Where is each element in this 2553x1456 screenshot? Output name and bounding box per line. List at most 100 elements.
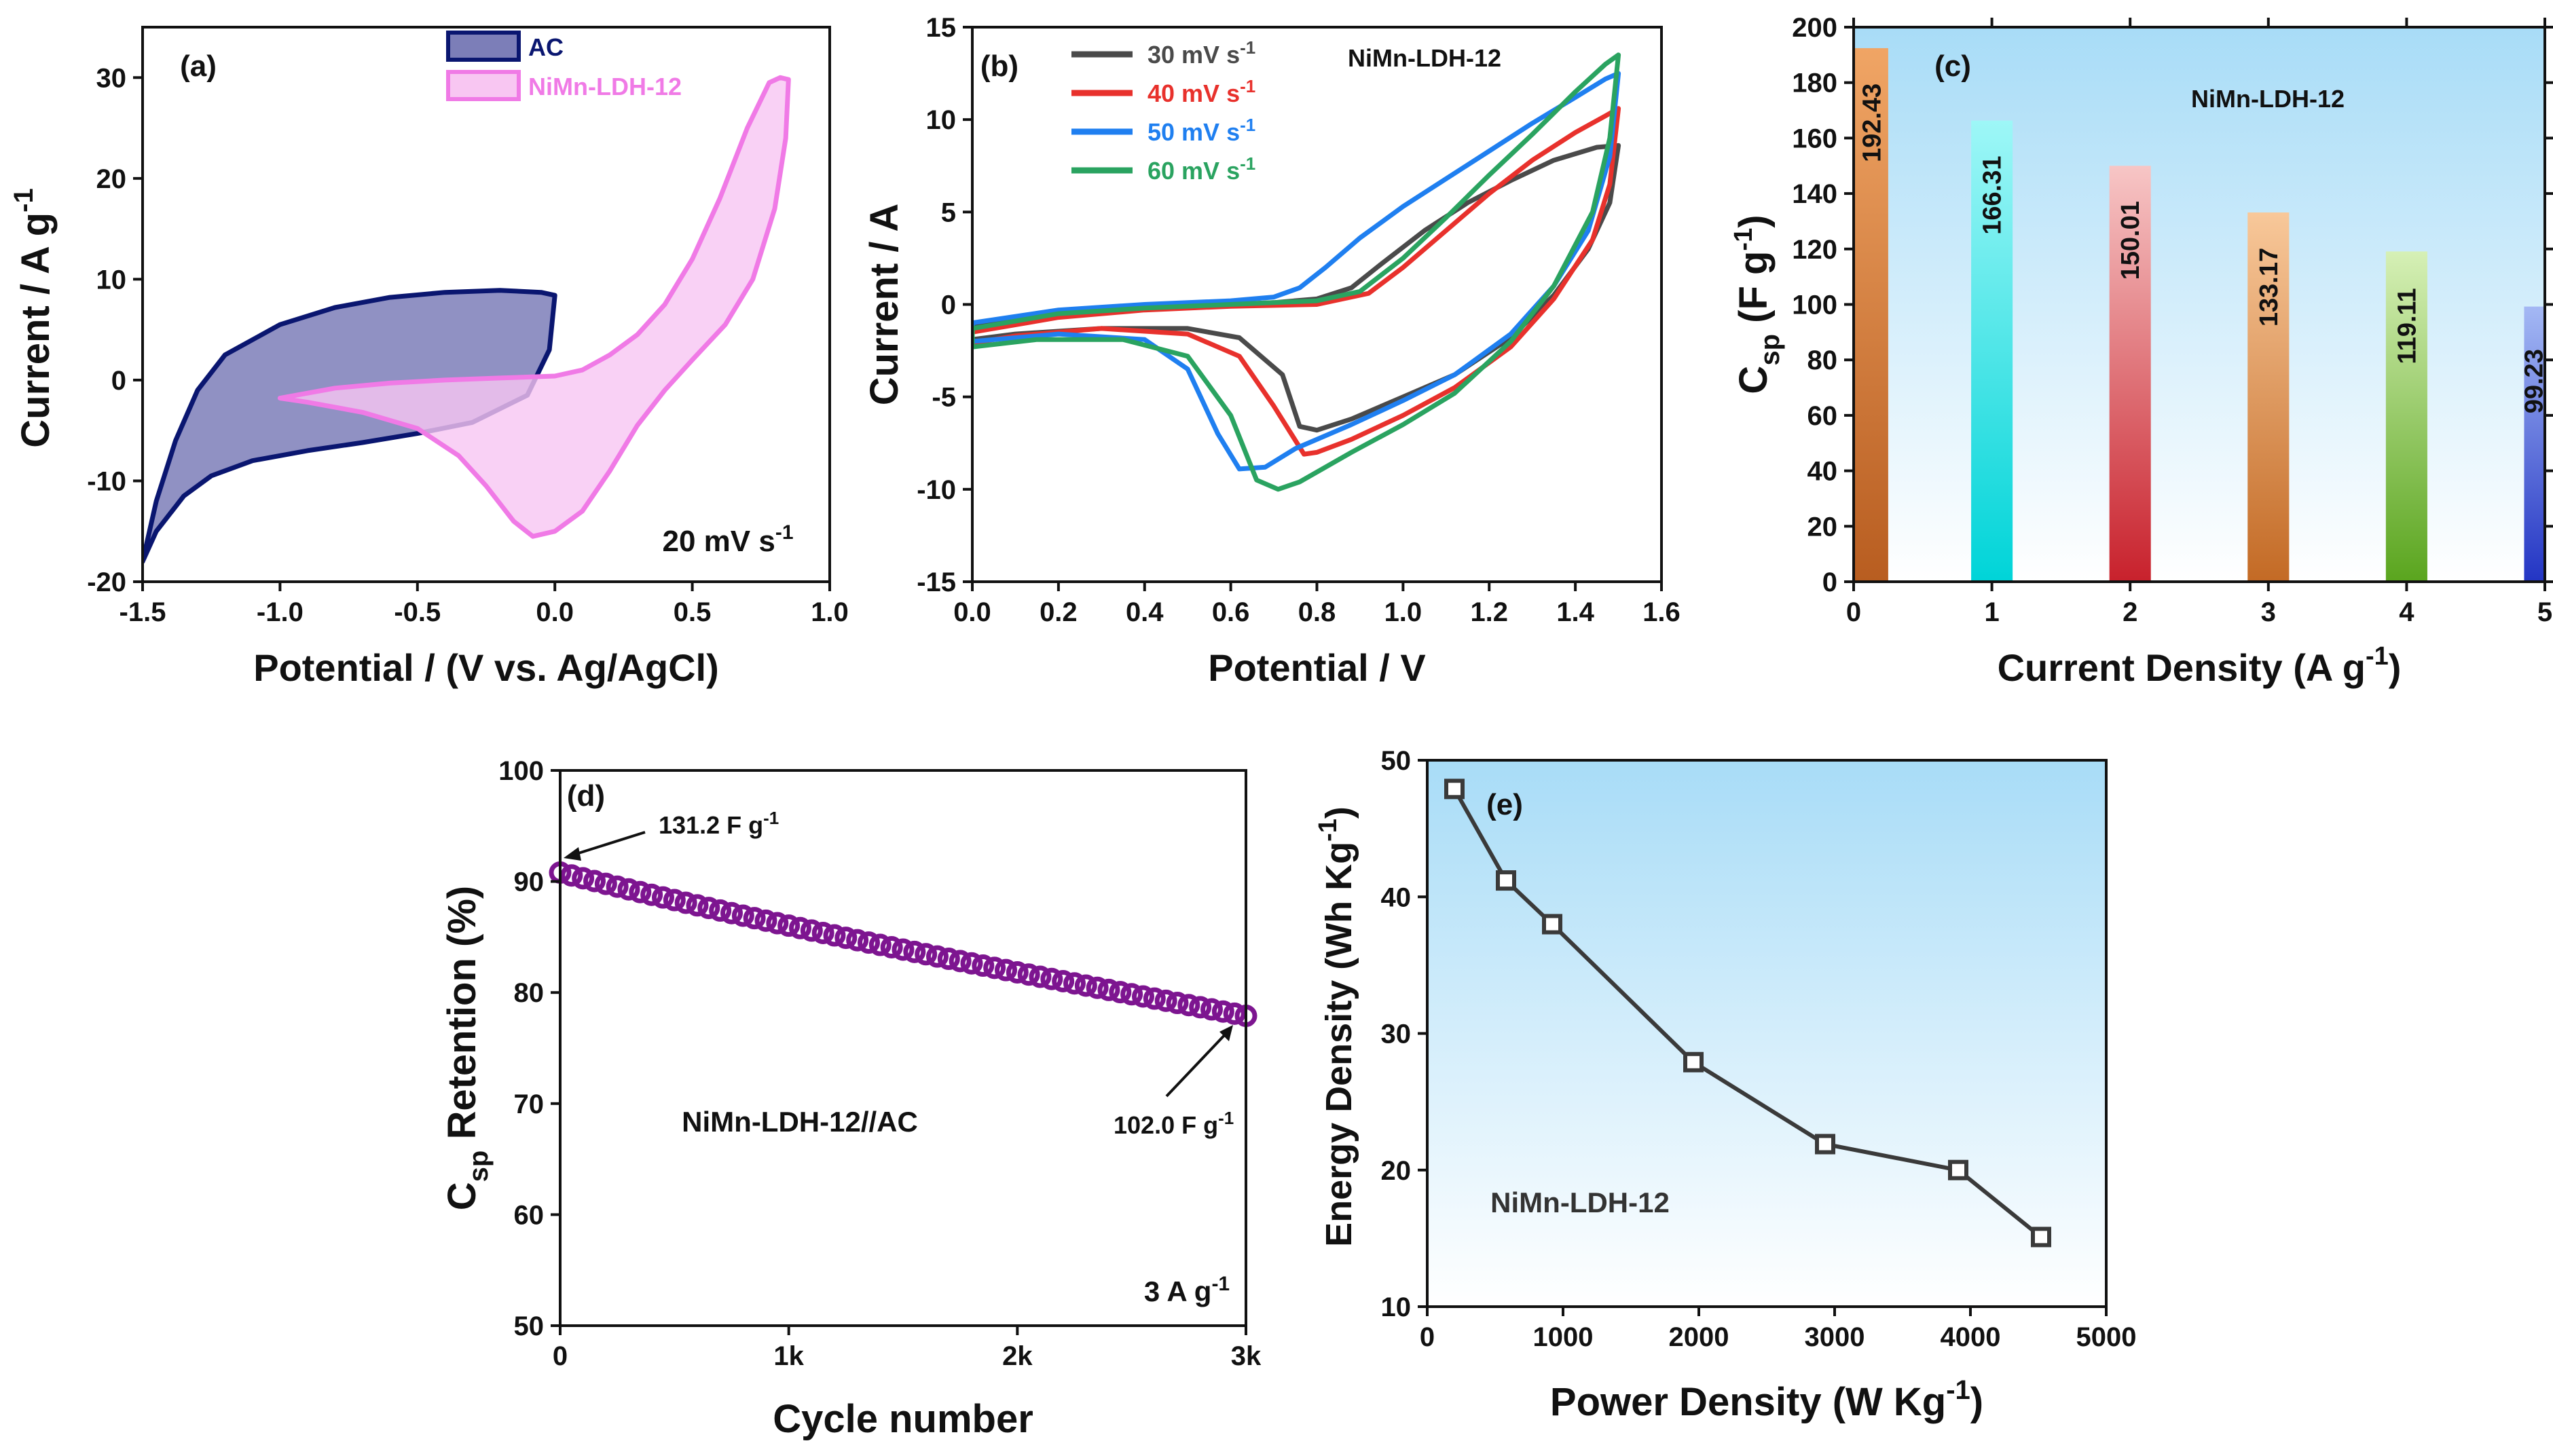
retention-markers [549, 861, 1257, 1028]
ragone-point [2031, 1227, 2051, 1248]
retention-point [949, 950, 972, 973]
y-axis-label: Current / A [862, 204, 906, 406]
y-axis-label-sub: sp [464, 1151, 494, 1182]
plot-background [1427, 760, 2106, 1307]
retention-point [720, 901, 743, 925]
bar-value-label: 133.17 [2255, 248, 2283, 326]
x-axis-label: Power Density (W Kg-1) [1550, 1375, 1983, 1424]
x-tick-label: -1.0 [257, 597, 304, 627]
cv-loop-nimn-ldh-12 [277, 75, 791, 539]
sample-annotation: NiMn-LDH-12 [2191, 85, 2345, 113]
y-tick-label: 60 [514, 1200, 545, 1230]
bar [2247, 212, 2290, 582]
retention-point [903, 940, 926, 963]
retention-point [686, 894, 709, 917]
y-axis-label: Csp (F g-1) [1729, 214, 1785, 394]
bar-value-label: 119.11 [2393, 288, 2421, 364]
ragone-point [1444, 779, 1465, 800]
start-capacity-annotation: 131.2 F g-1 [659, 808, 779, 839]
plot-background [1854, 27, 2545, 582]
end-arrow-head [1219, 1025, 1233, 1041]
retention-point [617, 878, 640, 901]
y-tick-label: 80 [1807, 346, 1838, 375]
x-tick-label: 0.5 [674, 597, 712, 627]
y-axis-label: Energy Density (Wh Kg-1) [1314, 806, 1359, 1247]
x-tick-label: 0 [1846, 597, 1861, 627]
retention-point [846, 929, 869, 952]
retention-point [1017, 963, 1040, 986]
y-tick-label: 80 [514, 978, 545, 1008]
y-axis-label: Current / A g-1 [9, 188, 58, 448]
panel-label: (d) [567, 779, 605, 813]
start-capacity-text: 131.2 F g [659, 811, 763, 839]
ragone-point [1496, 870, 1516, 891]
x-tick-label: 2 [2123, 597, 2137, 627]
x-tick-label: 0.0 [536, 597, 574, 627]
retention-point [800, 919, 823, 942]
retention-point [1200, 998, 1223, 1021]
retention-point [834, 927, 858, 950]
retention-point [1166, 992, 1189, 1015]
x-tick-label: 1.2 [1470, 597, 1508, 627]
retention-point [594, 872, 617, 895]
x-tick-label: 1 [1984, 597, 1999, 627]
retention-point [960, 952, 983, 975]
x-tick-label: 3000 [1805, 1322, 1865, 1352]
retention-point [1223, 1002, 1246, 1025]
y-axis-label-end: ) [1731, 214, 1776, 227]
device-annotation: NiMn-LDH-12//AC [682, 1106, 918, 1138]
legend-label-sup: -1 [1240, 115, 1255, 135]
x-tick-label: 0.0 [953, 597, 991, 627]
retention-point [1040, 967, 1063, 990]
y-tick-label: 0 [941, 291, 956, 320]
retention-point [811, 921, 834, 944]
retention-point [652, 886, 674, 909]
legend-label-text: 30 mV s [1147, 41, 1240, 69]
current-text: 3 A g [1144, 1275, 1212, 1307]
y-axis-label-sub: sp [1755, 334, 1785, 366]
cv-curve-60-mv [972, 52, 1621, 492]
legend-label: 30 mV s-1 [1147, 37, 1255, 69]
x-axis-label: Potential / (V vs. Ag/AgCl) [253, 646, 719, 689]
y-tick-label: 60 [1807, 401, 1838, 431]
retention-point [697, 897, 720, 920]
retention-point [972, 954, 995, 977]
retention-point [983, 956, 1006, 979]
retention-point [823, 924, 846, 947]
start-capacity-sup: -1 [763, 808, 779, 828]
end-arrow [1165, 1029, 1230, 1098]
y-tick-label: 20 [96, 164, 127, 194]
panel-label: (a) [180, 50, 217, 83]
x-tick-label: 0.2 [1040, 597, 1078, 627]
x-axis-label-end: ) [1970, 1380, 1983, 1424]
legend-label: 50 mV s-1 [1147, 115, 1255, 146]
retention-point [1097, 978, 1120, 1001]
panel-a: -1.5 -1.0 -0.5 0.0 0.5 1.0 -20 -10 0 10 20 30 (a) AC N… [9, 26, 849, 689]
retention-point [583, 870, 606, 893]
x-tick-label: 0.8 [1298, 597, 1336, 627]
y-axis-label-sup: -1 [1314, 819, 1342, 842]
retention-point [1211, 1000, 1234, 1023]
legend-label-text: 50 mV s [1147, 118, 1240, 146]
y-tick-label: 5 [941, 198, 956, 227]
x-axis-label-sup: -1 [1946, 1375, 1970, 1405]
retention-point [640, 883, 663, 906]
end-capacity-sup: -1 [1218, 1108, 1234, 1128]
retention-point [1086, 976, 1109, 999]
scan-rate-text: 20 mV s [662, 525, 775, 558]
cv-curve-40-mv [972, 106, 1621, 457]
y-tick-label: 100 [1792, 291, 1837, 320]
y-tick-label: 50 [514, 1311, 545, 1341]
y-tick-label: 90 [514, 867, 545, 897]
ragone-point [1815, 1134, 1835, 1155]
panel-label: (b) [980, 50, 1018, 83]
y-tick-label: 30 [96, 63, 127, 93]
retention-point [1143, 987, 1166, 1010]
x-axis-label-text: Power Density (W Kg [1550, 1380, 1946, 1424]
bar [1971, 120, 2013, 582]
y-tick-label: 160 [1792, 124, 1837, 153]
ragone-point [1948, 1159, 1968, 1180]
y-axis-label-end: ) [1319, 806, 1359, 819]
y-tick-label: -5 [932, 383, 956, 413]
x-axis-label: Potential / V [1208, 646, 1426, 689]
